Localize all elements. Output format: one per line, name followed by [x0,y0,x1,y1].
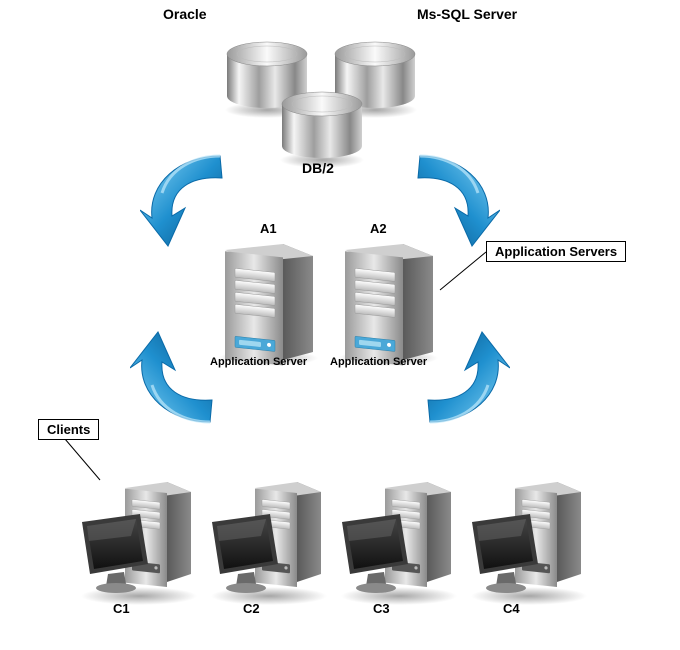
diagram-canvas: Application Servers Clients Oracle Ms-SQ… [0,0,680,650]
callout-clients: Clients [38,419,99,440]
label-app1: Application Server [210,356,307,368]
label-c2: C2 [243,601,260,616]
label-app2: Application Server [330,356,427,368]
label-oracle: Oracle [163,6,207,22]
label-c1: C1 [113,601,130,616]
callout-line-clients [0,0,680,650]
label-a2: A2 [370,221,387,236]
label-c3: C3 [373,601,390,616]
label-db2: DB/2 [302,160,334,176]
callout-app-servers: Application Servers [486,241,626,262]
label-mssql: Ms-SQL Server [417,6,517,22]
label-c4: C4 [503,601,520,616]
label-a1: A1 [260,221,277,236]
